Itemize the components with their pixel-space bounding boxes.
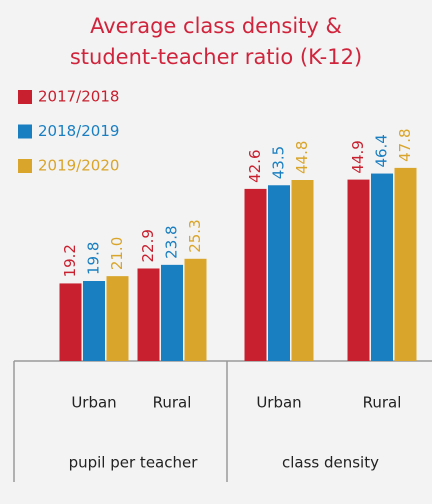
legend-label: 2017/2018	[38, 88, 119, 106]
legend-label: 2019/2020	[38, 157, 119, 175]
group-label: pupil per teacher	[69, 454, 199, 472]
legend-swatch	[18, 159, 32, 173]
bar	[291, 180, 314, 361]
value-label: 44.9	[349, 140, 367, 173]
bar	[268, 185, 290, 361]
value-label: 44.8	[293, 141, 311, 174]
x-tick-label: Rural	[363, 394, 402, 412]
value-label: 19.2	[61, 244, 79, 277]
chart-title: student-teacher ratio (K-12)	[70, 45, 362, 69]
bar	[137, 268, 160, 361]
bar	[184, 258, 207, 361]
bar	[244, 188, 267, 361]
value-label: 25.3	[186, 219, 204, 252]
bar	[59, 283, 82, 361]
value-label: 23.8	[163, 225, 181, 258]
bar	[371, 173, 393, 361]
bar	[161, 264, 183, 361]
legend-swatch	[18, 90, 32, 104]
group-label: class density	[282, 454, 379, 472]
value-label: 22.9	[139, 229, 157, 262]
value-label: 43.5	[270, 146, 288, 179]
value-label: 21.0	[108, 237, 126, 270]
value-label: 19.8	[85, 242, 103, 275]
legend-label: 2018/2019	[38, 122, 119, 140]
chart-title: Average class density &	[90, 14, 342, 38]
bar	[83, 281, 105, 361]
x-tick-label: Urban	[256, 394, 301, 412]
bar	[106, 276, 129, 361]
value-label: 47.8	[396, 128, 414, 161]
value-label: 42.6	[246, 149, 264, 182]
value-label: 46.4	[373, 134, 391, 167]
x-tick-label: Rural	[153, 394, 192, 412]
bar	[394, 167, 417, 361]
x-tick-label: Urban	[71, 394, 116, 412]
legend-swatch	[18, 124, 32, 139]
bar	[347, 179, 370, 361]
